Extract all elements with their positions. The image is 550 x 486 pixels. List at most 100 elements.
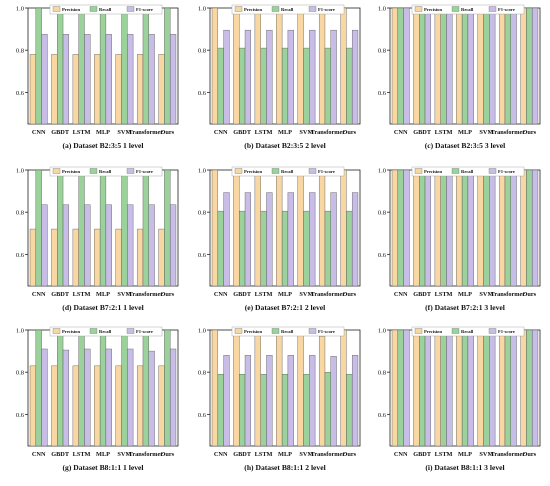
y-tick-label: 0.6 (16, 90, 25, 97)
y-tick-label: 1.0 (378, 168, 386, 175)
x-tick-label: LSTM (255, 451, 273, 458)
x-tick-label: CNN (214, 291, 228, 298)
bar-f1-score (127, 34, 134, 125)
bar-f1-score (446, 7, 453, 125)
bar-recall (483, 329, 490, 447)
legend-label: F1-score (498, 329, 515, 334)
bar-recall (504, 7, 511, 125)
bar-precision (276, 169, 283, 287)
y-tick-label: 1.0 (16, 328, 24, 335)
x-tick-label: SVM (479, 129, 493, 136)
bar-precision (477, 169, 484, 287)
x-tick-label: Ours (342, 451, 356, 458)
x-tick-label: MLP (458, 451, 472, 458)
chart-panel: 0.6 0.8 1.0 Precision Recall F1-score CNN GBDT L… (378, 166, 541, 312)
y-tick-label: 0.6 (16, 412, 25, 419)
bar-precision (297, 331, 304, 447)
bar-precision (340, 169, 347, 287)
bar-f1-score (309, 355, 316, 447)
bar-precision (434, 7, 441, 125)
chart-panel: 0.6 0.8 1.0 Precision Recall F1-score CNN GBDT L… (378, 326, 541, 472)
legend-swatch (414, 328, 423, 334)
bar-precision (94, 228, 101, 287)
bar-precision (233, 7, 240, 125)
bar-f1-score (62, 34, 70, 125)
bar-precision (136, 54, 144, 125)
bar-recall (164, 7, 171, 125)
legend-label: Precision (244, 7, 262, 12)
x-tick-label: CNN (394, 451, 408, 458)
legend-swatch (488, 168, 497, 174)
bar-recall (440, 7, 447, 125)
bar-recall (239, 47, 246, 125)
legend-label: Precision (62, 329, 80, 334)
bar-precision (254, 169, 261, 287)
x-tick-label: CNN (214, 129, 228, 136)
legend-label: Recall (99, 169, 112, 174)
legend-swatch (308, 6, 317, 12)
legend: Precision Recall F1-score (411, 4, 525, 15)
legend-swatch (414, 6, 423, 12)
bar-f1-score (148, 204, 155, 287)
bar-recall (78, 169, 85, 287)
bar-recall (461, 169, 469, 287)
x-tick-label: GBDT (233, 451, 252, 458)
y-tick-label: 0.6 (198, 90, 207, 97)
bar-precision (434, 329, 441, 447)
x-tick-label: GBDT (51, 451, 70, 458)
bar-recall (419, 329, 426, 447)
legend: Precision Recall F1-score (49, 326, 163, 337)
x-tick-label: Transformer (129, 291, 164, 298)
bar-precision (477, 329, 484, 447)
x-tick-label: Transformer (129, 451, 164, 458)
bar-f1-score (84, 34, 91, 125)
bar-precision (72, 54, 79, 125)
legend-swatch (414, 168, 423, 174)
y-tick-label: 1.0 (16, 168, 24, 175)
bar-recall (217, 210, 224, 287)
bar-precision (318, 336, 326, 447)
x-tick-label: CNN (394, 129, 408, 136)
bar-f1-score (244, 355, 252, 447)
bar-precision (391, 329, 399, 447)
bar-f1-score (489, 7, 496, 125)
bar-f1-score (287, 192, 294, 287)
bar-precision (456, 7, 463, 125)
bar-precision (520, 7, 527, 125)
x-tick-label: CNN (394, 291, 408, 298)
x-tick-label: GBDT (413, 129, 432, 136)
legend-label: Recall (461, 329, 474, 334)
bar-recall (99, 329, 107, 447)
y-tick-label: 0.8 (198, 370, 206, 377)
bar-recall (526, 7, 533, 125)
legend-box (231, 326, 345, 337)
panel-caption: (i) Dataset B8:1:1 3 level (425, 463, 504, 472)
x-tick-label: CNN (214, 451, 228, 458)
x-tick-label: GBDT (233, 129, 252, 136)
legend-swatch (234, 6, 243, 12)
bar-recall (324, 371, 331, 447)
legend-box (231, 4, 345, 15)
bar-recall (142, 7, 149, 125)
legend-swatch (488, 6, 497, 12)
bar-f1-score (105, 348, 112, 447)
bar-f1-score (510, 7, 517, 125)
bar-precision (94, 54, 101, 125)
bar-f1-score (467, 169, 474, 287)
bar-f1-score (531, 169, 539, 287)
legend-swatch (126, 168, 135, 174)
bar-f1-score (148, 350, 155, 447)
bar-precision (276, 329, 283, 447)
legend-swatch (89, 168, 98, 174)
x-tick-label: SVM (299, 291, 313, 298)
y-tick-label: 0.8 (16, 370, 24, 377)
bar-precision (29, 54, 37, 125)
bar-f1-score (467, 329, 474, 447)
legend-box (411, 4, 525, 15)
y-tick-label: 0.6 (378, 412, 387, 419)
bar-f1-score (266, 29, 273, 125)
y-tick-label: 1.0 (378, 6, 386, 13)
chart-panel: 0.6 0.8 1.0 Precision Recall F1-score CNN GBDT L… (16, 4, 179, 150)
bar-f1-score (41, 204, 48, 287)
bar-f1-score (287, 29, 294, 125)
